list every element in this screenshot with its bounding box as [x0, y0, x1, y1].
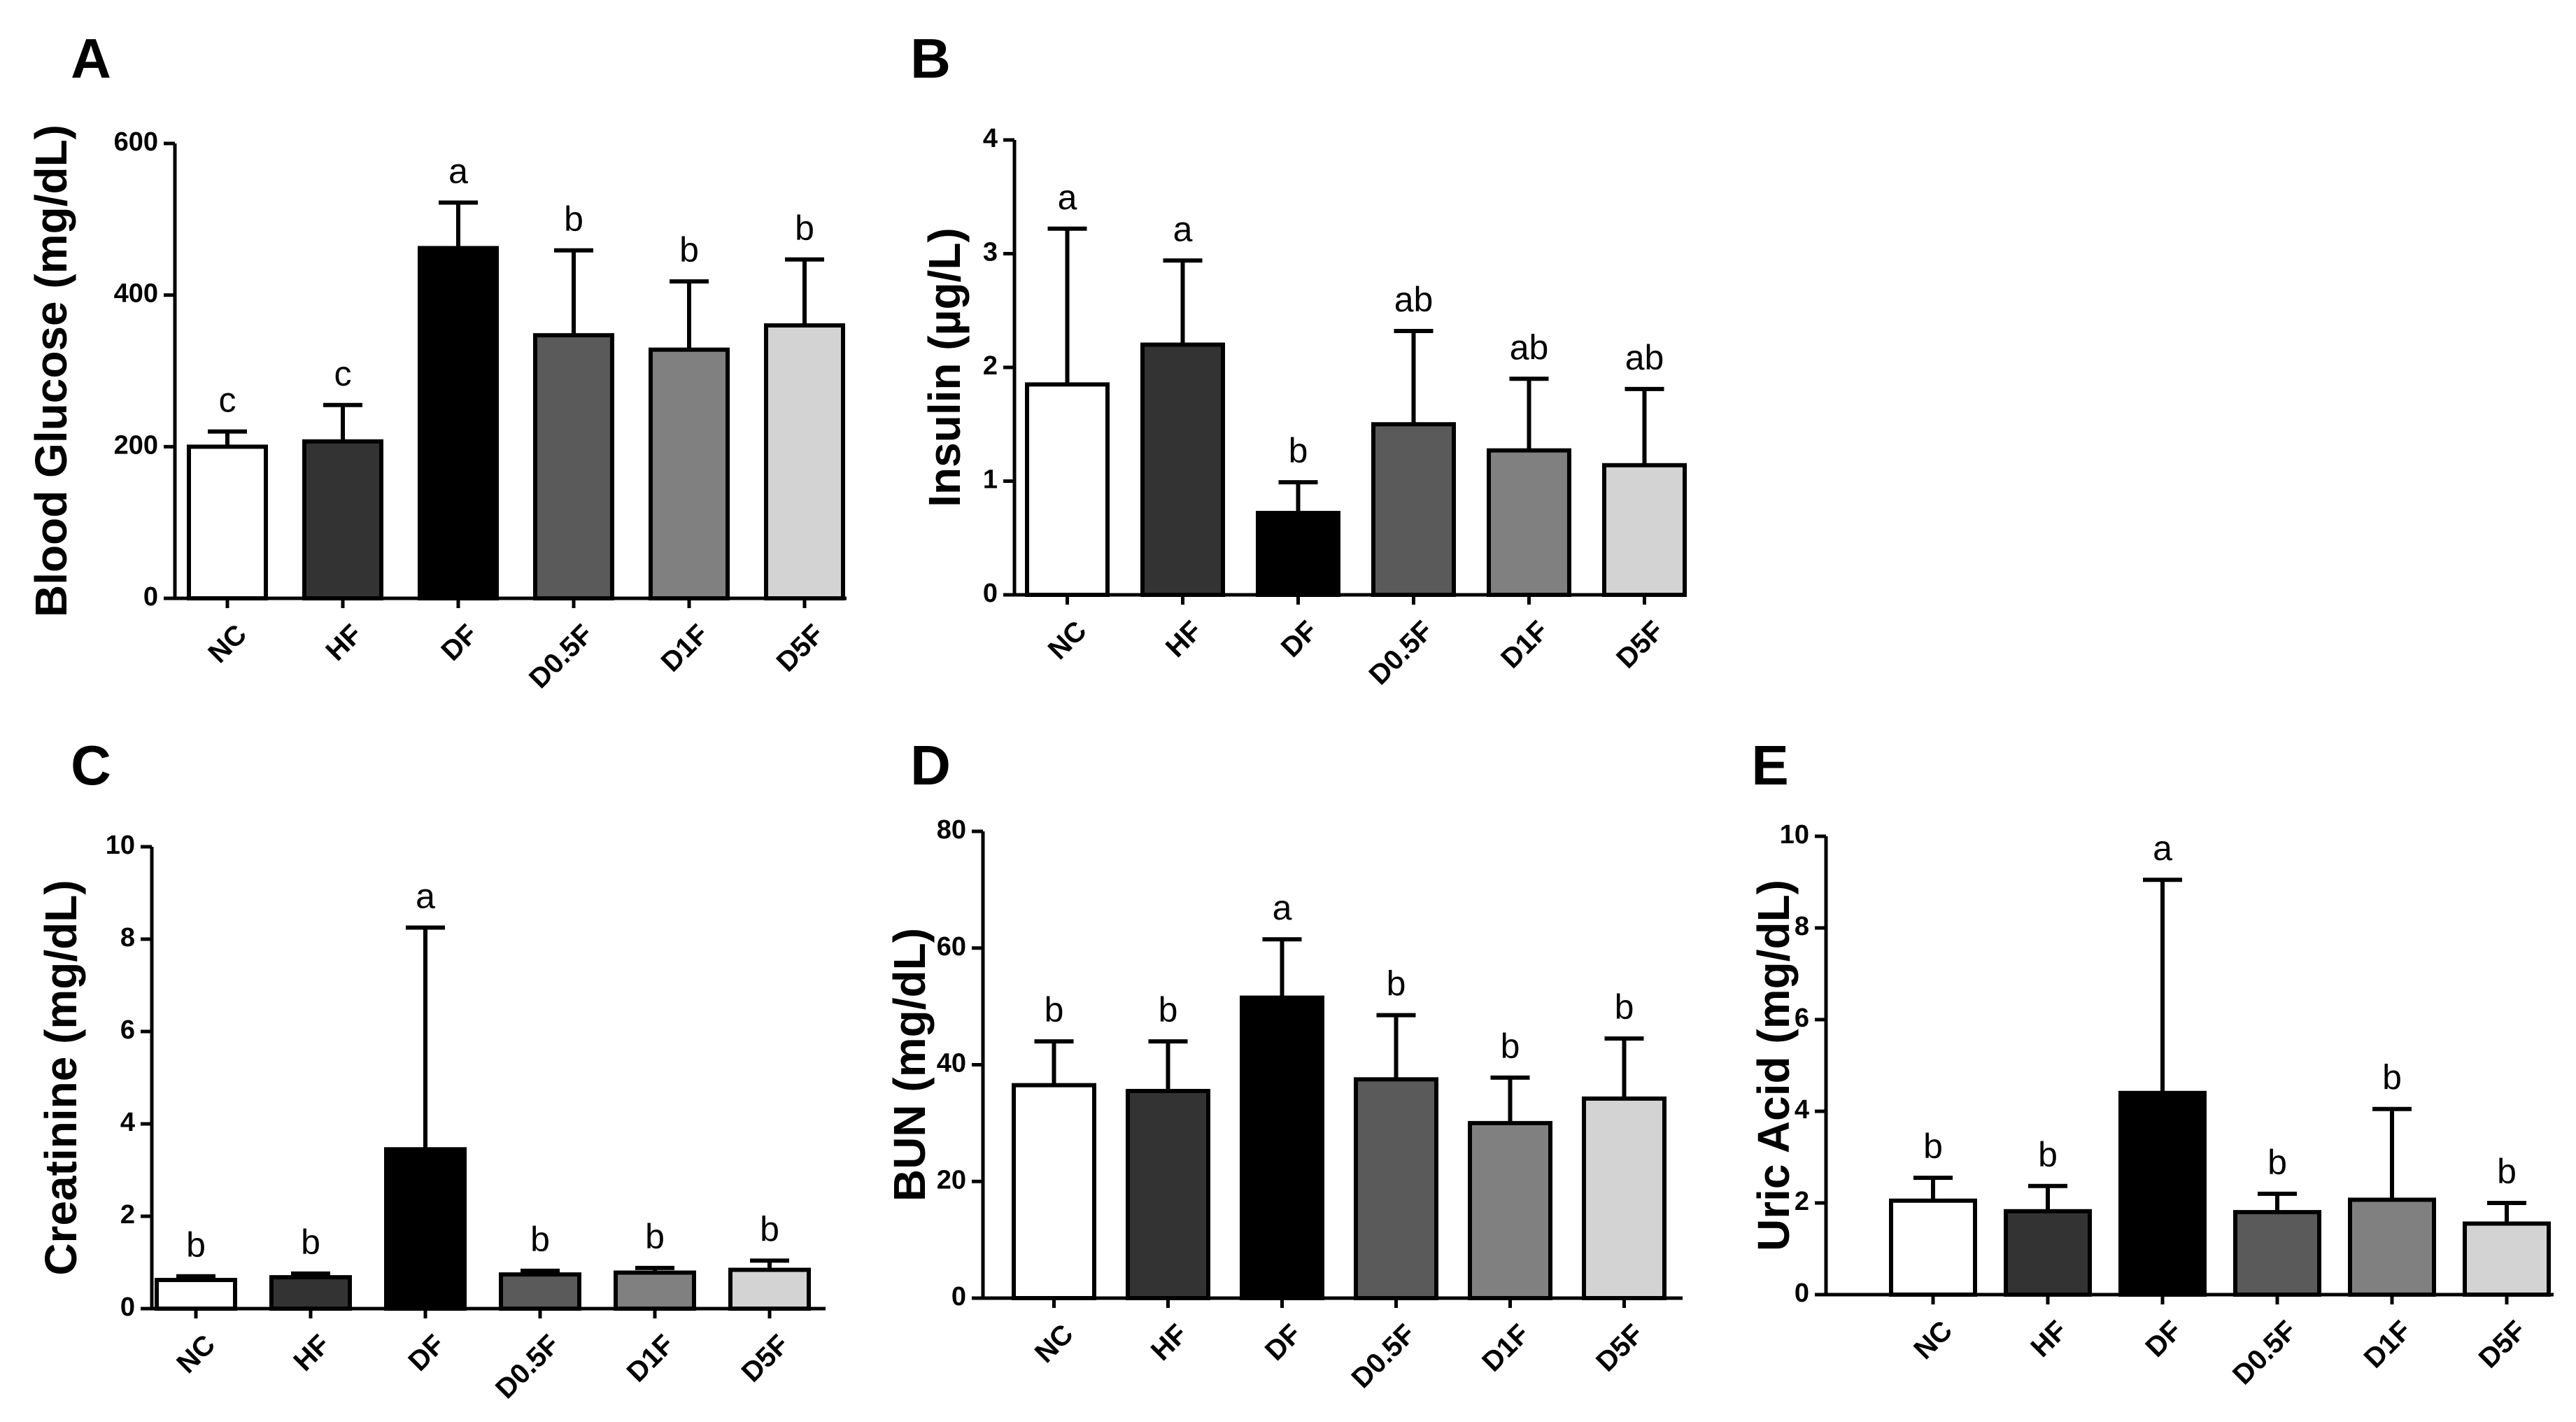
- bar-df: [1240, 995, 1324, 1301]
- y-tick-label: 4: [1795, 1095, 1809, 1125]
- bar-nc: [1012, 1083, 1096, 1301]
- bar-d0-5f: [1371, 422, 1456, 597]
- y-tick-label: 200: [114, 430, 158, 460]
- y-tick-label: 10: [1780, 820, 1809, 850]
- significance-letter: a: [2153, 829, 2172, 868]
- significance-letter: b: [1615, 987, 1634, 1027]
- bar-d0-5f: [499, 1272, 581, 1311]
- significance-letter: ab: [1625, 338, 1664, 377]
- y-tick-label: 80: [937, 815, 966, 845]
- significance-letter: a: [416, 877, 435, 916]
- bar-d0-5f: [533, 333, 614, 600]
- significance-letter: b: [1159, 990, 1178, 1029]
- bar-d1f: [1468, 1120, 1552, 1300]
- panel-letter: D: [910, 734, 951, 796]
- bar-df: [418, 246, 499, 600]
- panel-letter: A: [71, 27, 111, 90]
- y-tick-label: 8: [120, 923, 135, 952]
- significance-letter: c: [219, 381, 236, 420]
- y-tick-label: 0: [951, 1282, 966, 1311]
- bar-nc: [1889, 1198, 1977, 1297]
- panel-letter: B: [910, 27, 951, 90]
- y-tick-label: 2: [120, 1200, 135, 1230]
- significance-letter: a: [448, 152, 468, 191]
- significance-letter: b: [1289, 431, 1308, 470]
- significance-letter: b: [2038, 1135, 2058, 1174]
- y-tick-label: 6: [1795, 1004, 1809, 1033]
- significance-letter: ab: [1510, 328, 1549, 367]
- bar-df: [384, 1147, 467, 1311]
- significance-letter: b: [645, 1217, 665, 1256]
- y-tick-label: 1: [983, 465, 998, 495]
- bar-nc: [187, 444, 268, 600]
- bar-hf: [2004, 1209, 2092, 1297]
- bar-hf: [302, 439, 383, 600]
- y-axis-title: Insulin (µg/L): [919, 227, 970, 507]
- significance-letter: b: [301, 1223, 320, 1262]
- y-tick-label: 600: [114, 127, 158, 157]
- significance-letter: b: [2267, 1143, 2287, 1182]
- significance-letter: a: [1173, 209, 1193, 248]
- y-tick-label: 2: [983, 351, 998, 381]
- y-tick-label: 0: [120, 1293, 135, 1322]
- bar-df: [2118, 1090, 2207, 1297]
- y-axis-title: Creatinine (mg/dL): [36, 880, 86, 1275]
- significance-letter: b: [1387, 964, 1406, 1004]
- bar-d0-5f: [2233, 1210, 2321, 1297]
- y-tick-label: 400: [114, 279, 158, 309]
- y-tick-label: 40: [937, 1049, 966, 1078]
- y-tick-label: 6: [120, 1015, 135, 1045]
- y-tick-label: 0: [983, 579, 998, 608]
- significance-letter: b: [760, 1209, 779, 1248]
- significance-letter: a: [1058, 178, 1077, 217]
- significance-letter: b: [1923, 1127, 1943, 1166]
- significance-letter: b: [2382, 1058, 2402, 1097]
- bar-nc: [155, 1278, 237, 1311]
- bar-d1f: [2348, 1197, 2436, 1297]
- significance-letter: b: [1045, 990, 1064, 1029]
- significance-letter: b: [186, 1225, 206, 1265]
- bar-d5f: [764, 323, 845, 600]
- y-tick-label: 0: [143, 582, 158, 612]
- bar-nc: [1025, 382, 1110, 597]
- y-tick-label: 4: [120, 1108, 135, 1137]
- significance-letter: b: [564, 199, 583, 239]
- bar-d1f: [1487, 448, 1571, 597]
- bar-df: [1256, 511, 1340, 597]
- y-tick-label: 10: [106, 831, 135, 860]
- bar-d5f: [1582, 1096, 1666, 1301]
- bar-d1f: [649, 347, 730, 600]
- y-tick-label: 60: [937, 932, 966, 962]
- significance-letter: ab: [1394, 280, 1434, 319]
- bar-d5f: [728, 1267, 811, 1311]
- y-tick-label: 4: [983, 124, 998, 153]
- bar-d5f: [2463, 1221, 2551, 1297]
- significance-letter: b: [795, 209, 814, 248]
- y-axis-title: BUN (mg/dL): [884, 928, 935, 1202]
- bar-hf: [1140, 342, 1225, 597]
- bar-d5f: [1602, 463, 1687, 597]
- y-axis-title: Uric Acid (mg/dL): [1748, 880, 1799, 1251]
- y-tick-label: 0: [1795, 1279, 1809, 1308]
- panel-letter: C: [71, 734, 111, 796]
- bar-d1f: [614, 1270, 696, 1311]
- y-axis-title: Blood Glucose (mg/dL): [26, 125, 76, 617]
- significance-letter: b: [1501, 1027, 1520, 1066]
- significance-letter: b: [679, 230, 699, 269]
- panel-letter: E: [1751, 734, 1788, 796]
- y-tick-label: 20: [937, 1165, 966, 1195]
- y-tick-label: 3: [983, 238, 998, 267]
- significance-letter: c: [334, 354, 352, 393]
- bar-d0-5f: [1354, 1077, 1438, 1300]
- y-tick-label: 2: [1795, 1187, 1809, 1216]
- significance-letter: b: [530, 1220, 550, 1259]
- bar-hf: [1126, 1089, 1210, 1301]
- bar-hf: [269, 1275, 352, 1311]
- y-tick-label: 8: [1795, 912, 1809, 941]
- significance-letter: b: [2497, 1152, 2517, 1191]
- significance-letter: a: [1273, 888, 1292, 927]
